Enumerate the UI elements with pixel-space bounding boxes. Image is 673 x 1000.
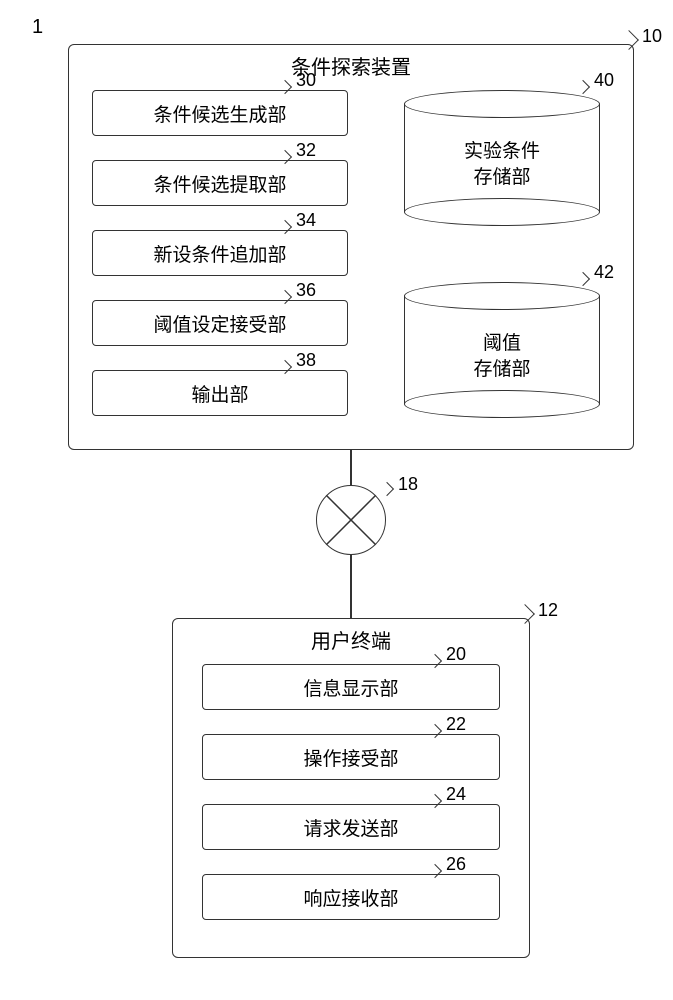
process-box: 新设条件追加部 bbox=[92, 230, 348, 276]
process-box: 操作接受部 bbox=[202, 734, 500, 780]
process-label: 输出部 bbox=[191, 380, 248, 407]
process-ref: 20 bbox=[446, 644, 466, 665]
storage-cylinder: 实验条件 存储部 bbox=[404, 90, 600, 226]
process-ref: 32 bbox=[296, 140, 316, 161]
connector-line bbox=[350, 555, 352, 618]
device-top-ref: 10 bbox=[642, 26, 662, 47]
process-ref: 22 bbox=[446, 714, 466, 735]
process-box: 请求发送部 bbox=[202, 804, 500, 850]
process-label: 新设条件追加部 bbox=[153, 240, 286, 267]
process-ref: 36 bbox=[296, 280, 316, 301]
storage-ref: 42 bbox=[594, 262, 614, 283]
process-label: 操作接受部 bbox=[303, 744, 398, 771]
process-ref: 30 bbox=[296, 70, 316, 91]
storage-ref: 40 bbox=[594, 70, 614, 91]
storage-label-line1: 阈值 bbox=[483, 333, 521, 354]
storage-label-line1: 实验条件 bbox=[464, 141, 540, 162]
condition-search-device-title: 条件探索装置 bbox=[69, 51, 633, 80]
process-label: 请求发送部 bbox=[303, 814, 398, 841]
process-box: 阈值设定接受部 bbox=[92, 300, 348, 346]
storage-label-line2: 存储部 bbox=[473, 359, 530, 380]
storage-label-line2: 存储部 bbox=[473, 167, 530, 188]
process-ref: 26 bbox=[446, 854, 466, 875]
user-terminal-title: 用户终端 bbox=[173, 625, 529, 654]
storage-cylinder: 阈值 存储部 bbox=[404, 282, 600, 418]
process-label: 信息显示部 bbox=[303, 674, 398, 701]
process-box: 条件候选生成部 bbox=[92, 90, 348, 136]
process-ref: 34 bbox=[296, 210, 316, 231]
process-box: 输出部 bbox=[92, 370, 348, 416]
network-ref: 18 bbox=[398, 474, 418, 495]
device-bottom-ref: 12 bbox=[538, 600, 558, 621]
connector-line bbox=[350, 450, 352, 485]
process-box: 响应接收部 bbox=[202, 874, 500, 920]
process-label: 条件候选生成部 bbox=[153, 100, 286, 127]
process-label: 阈值设定接受部 bbox=[153, 310, 286, 337]
process-box: 信息显示部 bbox=[202, 664, 500, 710]
process-ref: 38 bbox=[296, 350, 316, 371]
process-box: 条件候选提取部 bbox=[92, 160, 348, 206]
process-label: 响应接收部 bbox=[303, 884, 398, 911]
process-ref: 24 bbox=[446, 784, 466, 805]
process-label: 条件候选提取部 bbox=[153, 170, 286, 197]
system-ref-label: 1 bbox=[32, 16, 43, 39]
network-node-icon bbox=[316, 485, 386, 555]
